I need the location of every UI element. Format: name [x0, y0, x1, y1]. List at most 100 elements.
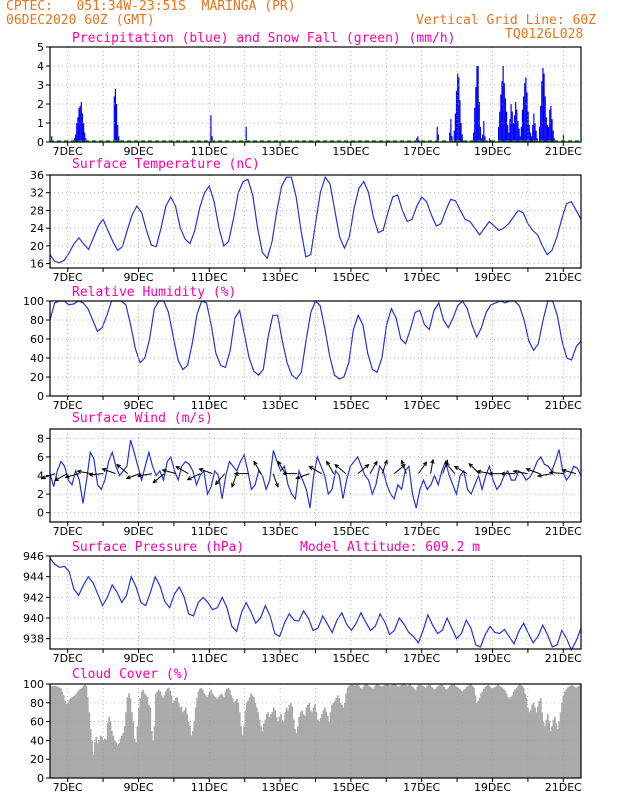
bar-cloud	[534, 707, 536, 778]
bar-cloud	[324, 707, 326, 778]
wind-arrow	[116, 464, 129, 475]
bar-cloud	[517, 685, 519, 778]
bar-cloud	[511, 695, 514, 778]
bar-cloud	[325, 712, 328, 778]
bar-cloud	[541, 712, 544, 778]
bar-cloud	[123, 726, 126, 778]
y-tick-label: 24	[30, 222, 44, 235]
bar-cloud	[559, 712, 562, 778]
bar-cloud	[341, 704, 343, 778]
bar-cloud	[61, 691, 64, 778]
bar-cloud	[54, 685, 57, 778]
bar-cloud	[268, 716, 271, 778]
bar-cloud	[106, 723, 109, 778]
x-tick-label: 21DEC	[545, 145, 582, 158]
wind-arrow	[231, 473, 238, 487]
bar-cloud	[189, 726, 191, 778]
bar-cloud	[272, 707, 275, 778]
x-tick-label: 21DEC	[545, 399, 582, 412]
wind-arrow-head	[373, 460, 378, 466]
bar-cloud	[109, 721, 112, 778]
bar-cloud	[207, 694, 210, 778]
bar-cloud	[370, 687, 373, 778]
x-tick-label: 11DEC	[191, 145, 228, 158]
bar-cloud	[531, 704, 534, 778]
bar-precip	[117, 124, 119, 142]
bar-cloud	[410, 685, 413, 778]
bar-cloud	[187, 721, 190, 778]
bar-cloud	[297, 726, 299, 778]
bar-precip	[518, 128, 520, 142]
wind-arrow-head	[125, 475, 131, 480]
bar-precip	[455, 90, 458, 142]
panel-precip	[46, 46, 582, 146]
bar-cloud	[173, 700, 176, 778]
bar-precip	[533, 113, 535, 142]
wind-arrow-head	[422, 461, 428, 467]
bar-cloud	[145, 695, 147, 778]
panel-title-temp: Surface Temperature (nC)	[72, 157, 260, 172]
wind-arrow-head	[561, 468, 567, 473]
wind-arrow-head	[536, 473, 542, 478]
bar-precip	[499, 111, 501, 142]
wind-arrow-head	[186, 476, 192, 481]
bar-cloud	[437, 685, 440, 778]
wind-arrow	[187, 473, 201, 481]
bar-precip	[513, 115, 516, 142]
bar-cloud	[82, 685, 85, 778]
y-tick-label: 100	[23, 295, 44, 308]
wind-arrow	[296, 473, 310, 479]
bar-cloud	[180, 706, 183, 778]
bar-cloud	[94, 742, 96, 778]
bar-cloud	[485, 685, 488, 778]
y-tick-label: 944	[23, 571, 44, 584]
bar-precip	[113, 96, 115, 142]
wind-arrow-head	[445, 462, 450, 467]
bar-cloud	[96, 743, 99, 778]
bar-cloud	[220, 693, 223, 778]
bar-cloud	[79, 688, 82, 778]
bar-precip	[509, 119, 511, 142]
x-tick-label: 11DEC	[191, 525, 228, 538]
bar-precip	[536, 138, 538, 142]
bar-cloud	[471, 685, 474, 778]
x-tick-label: 17DEC	[403, 652, 440, 665]
bar-cloud	[467, 685, 470, 778]
bar-precip	[521, 109, 524, 142]
bar-cloud	[352, 684, 355, 778]
bar-cloud	[147, 704, 150, 778]
bar-cloud	[483, 688, 485, 778]
bar-cloud	[52, 685, 55, 778]
bar-cloud	[193, 721, 196, 778]
bar-cloud	[308, 702, 311, 778]
bar-cloud	[569, 685, 572, 778]
bar-precip	[80, 102, 82, 142]
y-tick-label: 2	[37, 488, 44, 501]
bar-cloud	[420, 684, 423, 778]
bar-precip	[528, 124, 530, 142]
wind-arrow-head	[152, 478, 158, 484]
y-tick-label: 0	[37, 507, 44, 520]
bar-cloud	[362, 686, 365, 778]
bar-cloud	[231, 698, 234, 778]
bar-cloud	[441, 684, 444, 778]
bar-cloud	[439, 684, 441, 778]
bar-cloud	[292, 719, 295, 778]
bar-cloud	[301, 710, 304, 778]
x-tick-label: 21DEC	[545, 525, 582, 538]
x-tick-label: 15DEC	[332, 271, 369, 284]
bar-cloud	[382, 685, 384, 778]
bar-cloud	[69, 698, 72, 778]
bar-precip	[79, 105, 81, 142]
bar-cloud	[450, 684, 453, 778]
x-tick-label: 11DEC	[191, 781, 228, 794]
panel-temp	[46, 174, 582, 272]
bar-cloud	[421, 685, 424, 778]
bar-cloud	[494, 686, 497, 778]
bar-cloud	[65, 703, 68, 778]
wind-arrow-head	[116, 463, 122, 469]
panel-title-wind: Surface Wind (m/s)	[72, 411, 213, 426]
bar-cloud	[414, 690, 417, 778]
bar-cloud	[507, 697, 509, 778]
bar-cloud	[390, 684, 393, 778]
